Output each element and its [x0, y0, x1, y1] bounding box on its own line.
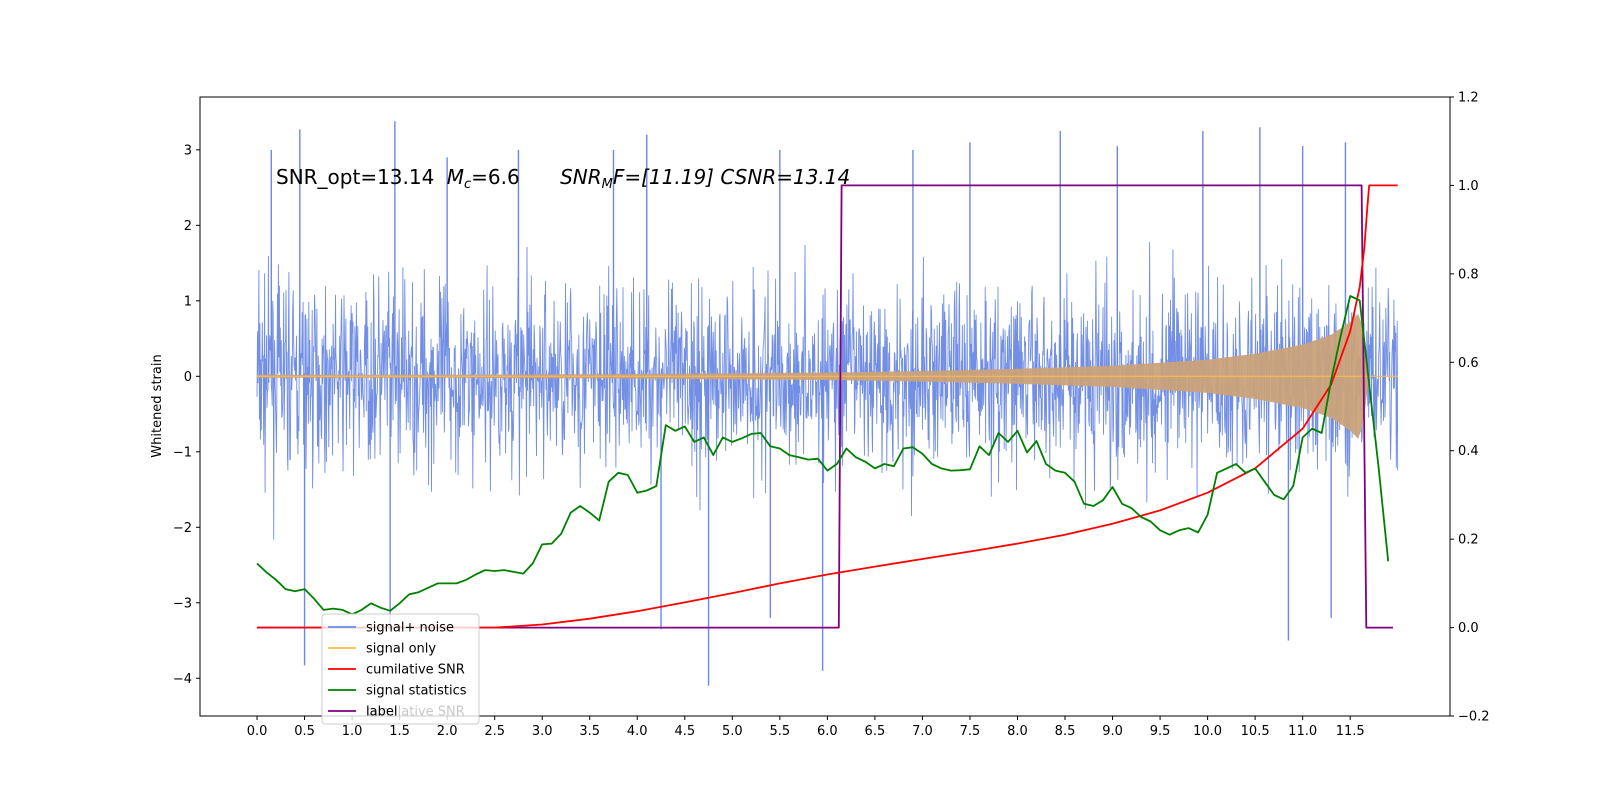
y-left-tick-label: 1 [184, 294, 192, 309]
x-tick-label: 7.0 [912, 724, 933, 739]
annotation-snr-sub: M [602, 177, 613, 192]
annotation-mc-value: =6.6 [471, 165, 520, 189]
axes-layer: 0.0 0.5 1.0 1.5 2.0 2.5 3.0 3.5 4.0 4.5 5.0 5.5 6.0 6… [173, 91, 1490, 740]
x-tick-label: 8.5 [1055, 724, 1076, 739]
x-tick-label: 8.0 [1007, 724, 1028, 739]
annotation-snr-symbol: SNR [560, 165, 602, 189]
x-tick-label: 6.5 [865, 724, 886, 739]
x-tick-label: 4.5 [674, 724, 695, 739]
x-tick-label: 2.0 [437, 724, 458, 739]
x-tick-label: 10.0 [1193, 724, 1222, 739]
y-right-tick-label: 0.2 [1458, 533, 1479, 548]
label-line [257, 184, 1393, 629]
legend-entry-label: label [366, 705, 397, 720]
signal-series-layer [257, 313, 1398, 439]
chart-annotation: SNR_opt=13.14 Mc=6.6 SNRMF=[11.19] CSNR=… [276, 165, 850, 192]
annotation-mc-sub: c [464, 177, 471, 192]
annotation-mc-symbol: M [447, 165, 464, 189]
y-right-tick-label: 1.2 [1458, 91, 1479, 106]
cumulative-snr-line [257, 184, 1398, 629]
legend: signal+ noise signal only cumilative SNR si… [321, 613, 480, 725]
y-right-tick-label: 0.4 [1458, 444, 1479, 459]
y-left-tick-label: 3 [184, 143, 192, 158]
plot-frame [199, 96, 1451, 717]
x-tick-label: 5.5 [770, 724, 791, 739]
x-tick-label: 4.0 [627, 724, 648, 739]
y-right-tick-label: 0.8 [1458, 267, 1479, 282]
x-tick-label: 9.0 [1102, 724, 1123, 739]
x-tick-label: 2.5 [484, 724, 505, 739]
legend-entry-label: signal only [366, 642, 436, 657]
y-left-tick-label: −4 [173, 672, 192, 687]
y-axis-label: Whitened strain [150, 354, 165, 457]
x-tick-label: 1.0 [342, 724, 363, 739]
annotation-snr-tail: F=[11.19] CSNR=13.14 [613, 165, 850, 189]
x-tick-label: 0.0 [247, 724, 268, 739]
x-tick-label: 7.5 [960, 724, 981, 739]
x-tick-label: 3.0 [532, 724, 553, 739]
x-tick-label: 1.5 [389, 724, 410, 739]
legend-box [321, 613, 480, 725]
x-tick-label: 9.5 [1150, 724, 1171, 739]
y-right-tick-label: 0.0 [1458, 621, 1479, 636]
x-tick-label: 6.0 [817, 724, 838, 739]
y-right-tick-label: 0.6 [1458, 356, 1479, 371]
x-tick-label: 11.5 [1336, 724, 1365, 739]
legend-entry-label: signal statistics [366, 684, 467, 699]
signal-statistics-line [256, 295, 1390, 616]
legend-entry-label: cumilative SNR [366, 663, 465, 678]
y-left-tick-label: −2 [173, 521, 192, 536]
x-tick-label: 3.5 [579, 724, 600, 739]
y-left-tick-label: −3 [173, 596, 192, 611]
annotation-snr-opt: SNR_opt=13.14 [276, 165, 434, 189]
legend-overlapping-text: cumilative SNR [366, 705, 465, 720]
y-left-tick-label: 0 [184, 370, 192, 385]
y-right-tick-label: 1.0 [1458, 179, 1479, 194]
x-tick-label: 10.5 [1241, 724, 1270, 739]
x-tick-label: 5.0 [722, 724, 743, 739]
y-left-tick-label: −1 [173, 445, 192, 460]
line-series-layer [256, 184, 1398, 629]
x-tick-label: 0.5 [294, 724, 315, 739]
y-left-tick-label: 2 [184, 219, 192, 234]
legend-entry-label: signal+ noise [366, 621, 454, 636]
y-right-tick-label: −0.2 [1458, 710, 1490, 725]
noise-series-layer [256, 121, 1399, 686]
x-tick-label: 11.0 [1288, 724, 1317, 739]
